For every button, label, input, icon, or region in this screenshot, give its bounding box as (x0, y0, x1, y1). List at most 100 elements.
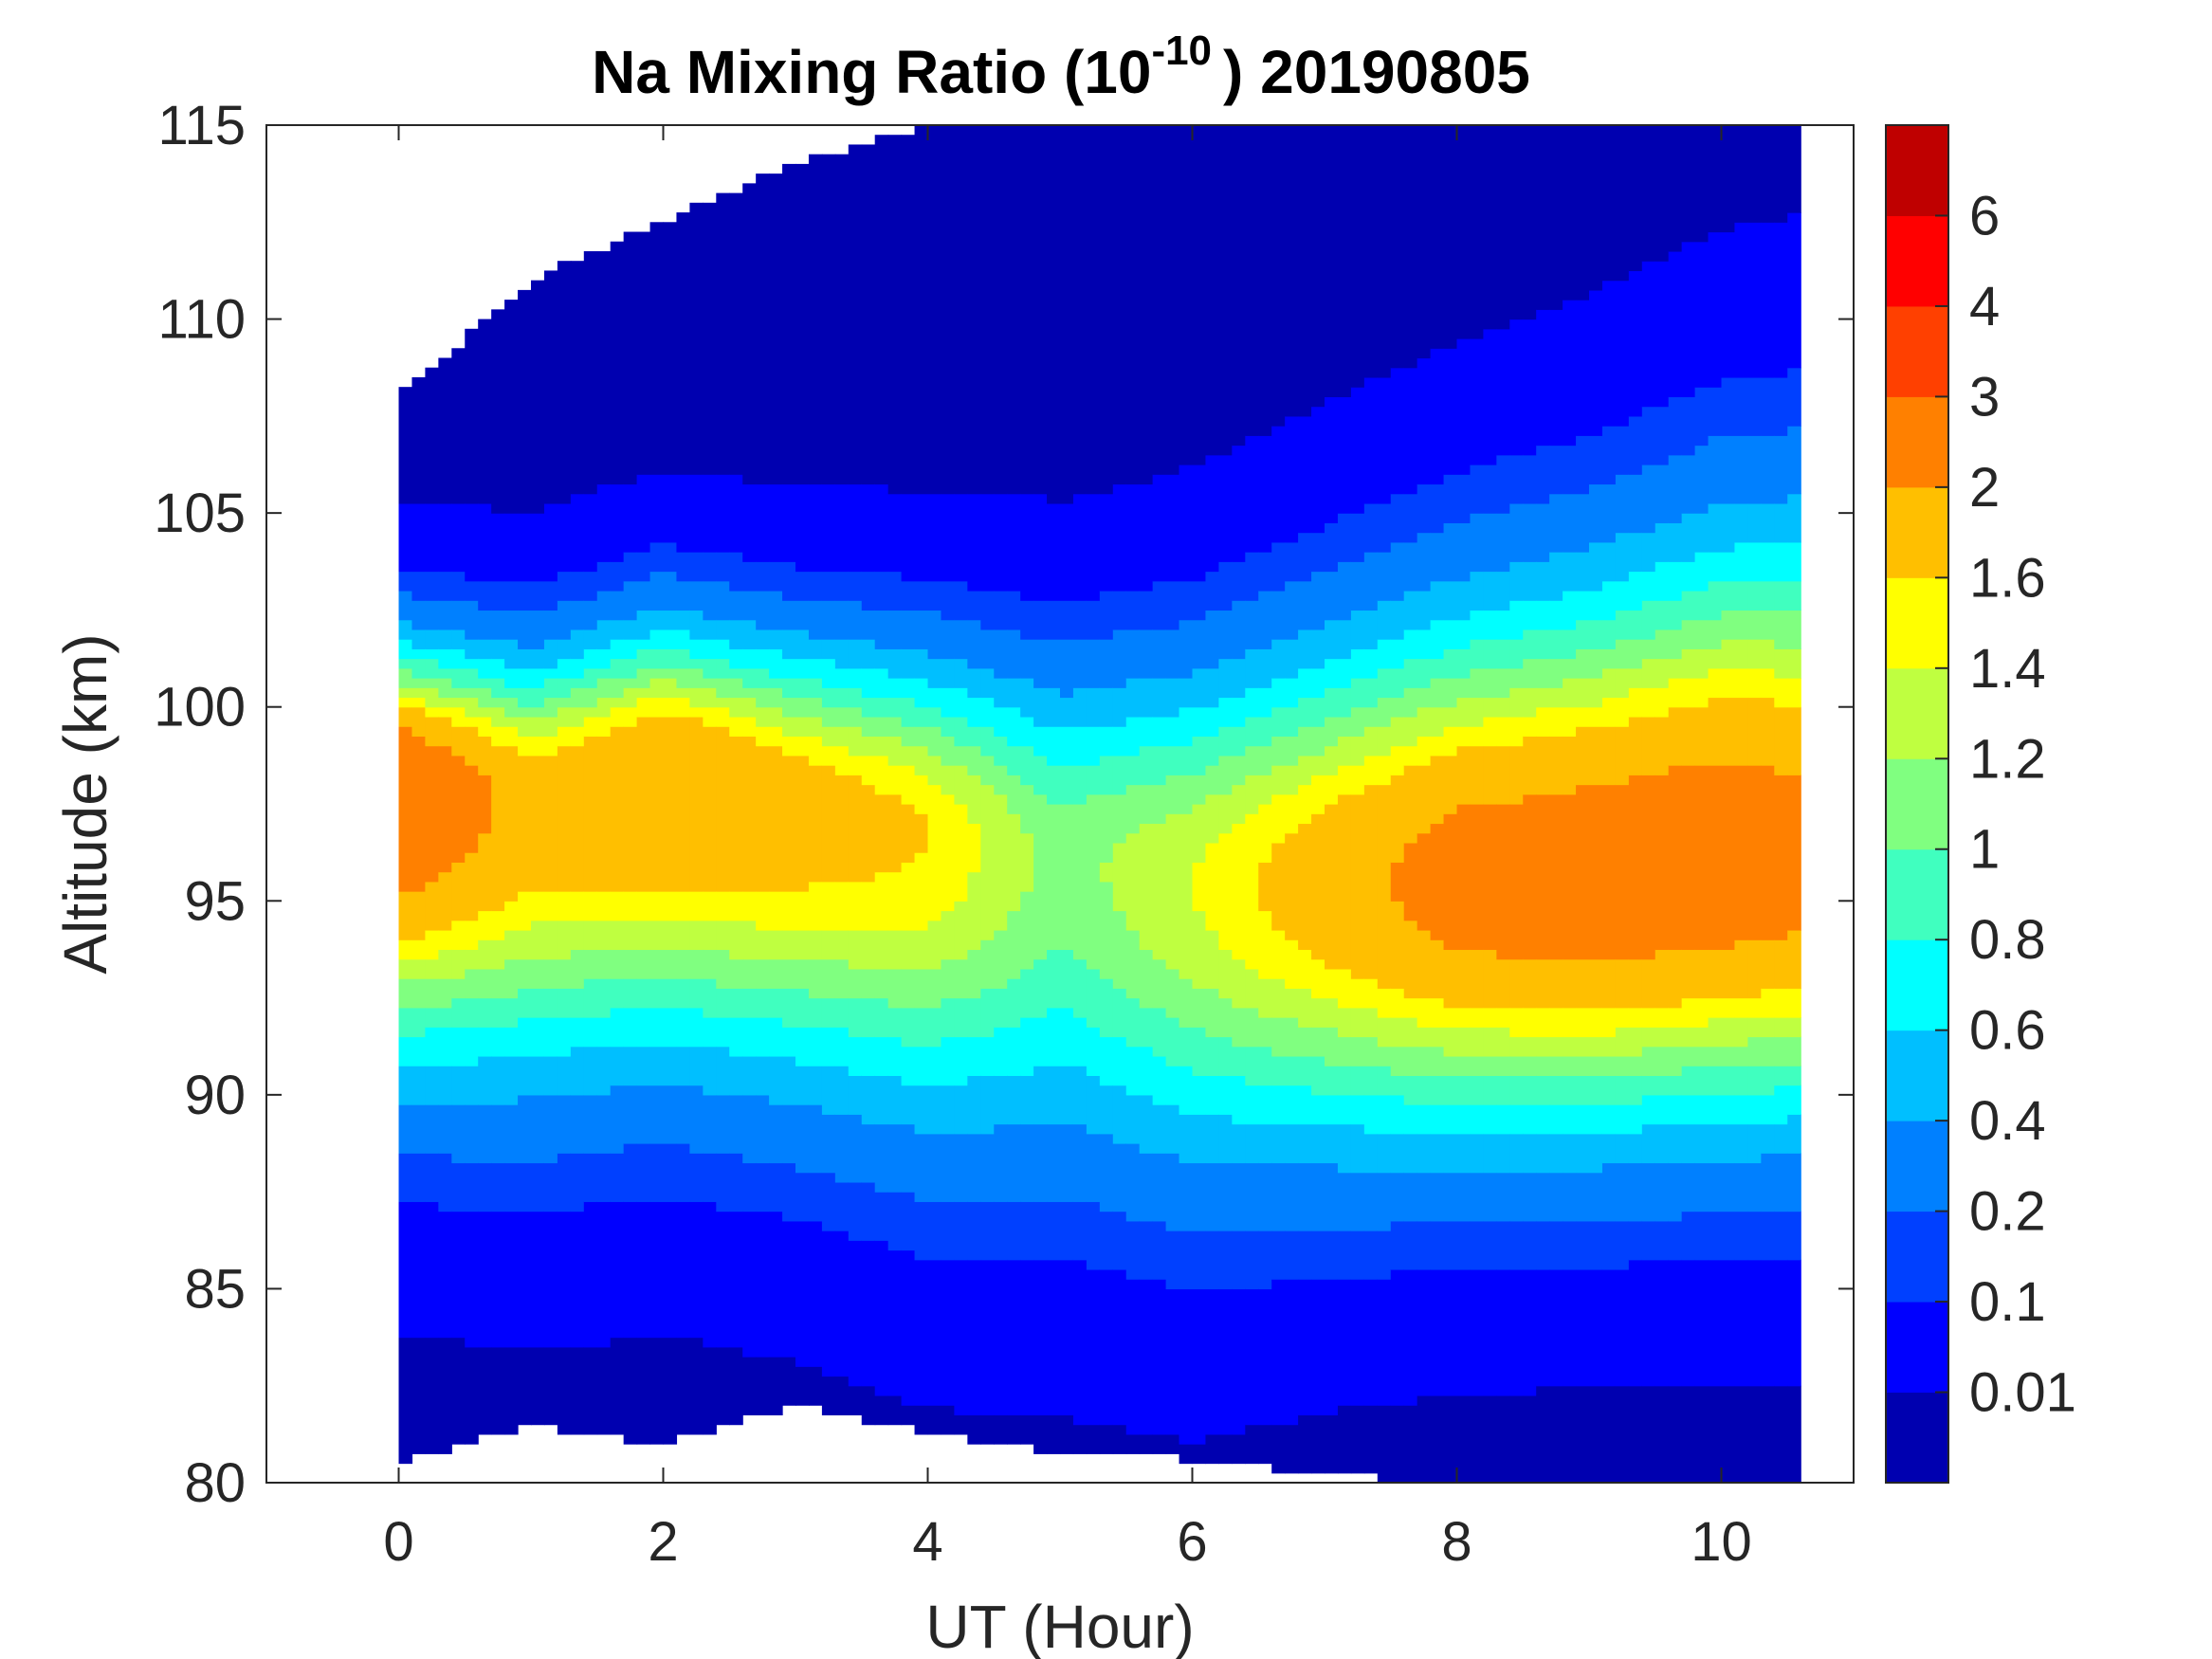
contour-cell (1576, 493, 1590, 553)
contour-cell (689, 706, 704, 718)
contour-cell (451, 755, 466, 863)
contour-cell (1668, 600, 1683, 630)
contour-cell (1747, 1066, 1762, 1096)
contour-cell (1165, 716, 1180, 747)
contour-cell (623, 726, 638, 892)
contour-cell (1615, 784, 1630, 960)
contour-cell (1761, 939, 1775, 989)
contour-cell (1047, 1066, 1061, 1125)
contour-cell (504, 667, 519, 688)
contour-cell (716, 619, 730, 640)
contour-cell (967, 726, 981, 747)
contour-cell (518, 958, 532, 989)
contour-cell (914, 929, 929, 970)
contour-cell (1761, 125, 1775, 223)
contour-cell (1072, 125, 1088, 495)
contour-cell (1112, 687, 1127, 727)
contour-cell (1615, 697, 1630, 727)
contour-cell (583, 1094, 598, 1154)
contour-cell (1112, 910, 1127, 989)
contour-cell (1721, 667, 1736, 699)
contour-cell (1601, 1007, 1617, 1038)
contour-cell (861, 144, 876, 485)
colorbar-tick-label: 1 (1969, 819, 2000, 881)
contour-cell (1417, 765, 1432, 834)
contour-cell (1456, 338, 1472, 475)
contour-cell (531, 755, 545, 892)
contour-cell (861, 1123, 876, 1183)
contour-cell (543, 667, 558, 679)
contour-cell (1483, 1268, 1497, 1396)
contour-cell (1536, 1055, 1550, 1076)
contour-cell (411, 1104, 426, 1154)
contour-cell (649, 571, 665, 611)
contour-cell (1350, 1123, 1365, 1174)
contour-cell (1020, 784, 1034, 834)
contour-cell (557, 1094, 572, 1154)
contour-cell (1787, 648, 1801, 679)
contour-cell (465, 1346, 479, 1445)
contour-cell (543, 639, 558, 669)
contour-cell (1285, 415, 1299, 543)
contour-cell (1641, 1075, 1656, 1096)
contour-cell (1483, 949, 1497, 1009)
contour-cell (834, 775, 850, 883)
contour-cell (1047, 1123, 1061, 1202)
contour-cell (1298, 949, 1312, 989)
contour-cell (821, 1172, 836, 1231)
contour-cell (1576, 1055, 1590, 1076)
contour-cell (465, 852, 479, 921)
contour-cell (1258, 1424, 1272, 1465)
contour-cell (1734, 580, 1748, 611)
contour-cell (1601, 1055, 1617, 1076)
contour-cell (1601, 580, 1617, 621)
contour-cell (557, 639, 572, 660)
contour-cell (596, 1346, 612, 1435)
contour-cell (1125, 832, 1141, 931)
contour-cell (941, 493, 955, 582)
contour-cell (557, 1017, 572, 1057)
contour-cell (478, 610, 492, 640)
colorbar-tick-label: 0.01 (1969, 1362, 2076, 1424)
contour-cell (1298, 755, 1312, 786)
contour-cell (1258, 804, 1272, 863)
contour-cell (1390, 1220, 1405, 1270)
contour-cell (1589, 1172, 1603, 1222)
contour-cell (1086, 1424, 1101, 1454)
contour-cell (1734, 541, 1748, 582)
contour-cell (398, 639, 413, 660)
contour-cell (398, 1201, 413, 1339)
colorbar-band (1886, 1121, 1948, 1212)
contour-cell (1350, 1007, 1365, 1038)
contour-cell (531, 920, 545, 960)
contour-cell (649, 222, 665, 475)
contour-cell (1761, 765, 1775, 940)
contour-cell (623, 1085, 638, 1144)
contour-cell (623, 1143, 638, 1202)
contour-cell (1641, 406, 1656, 465)
contour-cell (834, 667, 850, 688)
contour-cell (703, 202, 717, 475)
contour-cell (914, 610, 929, 649)
contour-cell (543, 958, 558, 989)
contour-cell (451, 571, 466, 601)
contour-cell (1496, 1027, 1510, 1057)
contour-cell (636, 474, 651, 553)
contour-cell (1708, 125, 1723, 233)
contour-cell (1152, 474, 1167, 582)
colorbar-tick-label: 4 (1969, 276, 2000, 337)
contour-cell (994, 988, 1008, 1028)
contour-cell (570, 1346, 585, 1435)
contour-cell (689, 639, 704, 660)
contour-cell (874, 716, 889, 737)
contour-cell (425, 716, 439, 747)
contour-cell (1311, 813, 1325, 960)
contour-cell (1325, 396, 1339, 523)
contour-cell (1761, 502, 1775, 543)
contour-cell (927, 1007, 942, 1048)
contour-cell (411, 600, 426, 630)
contour-cell (887, 571, 903, 611)
contour-cell (1470, 745, 1484, 805)
contour-cell (1496, 1172, 1510, 1222)
